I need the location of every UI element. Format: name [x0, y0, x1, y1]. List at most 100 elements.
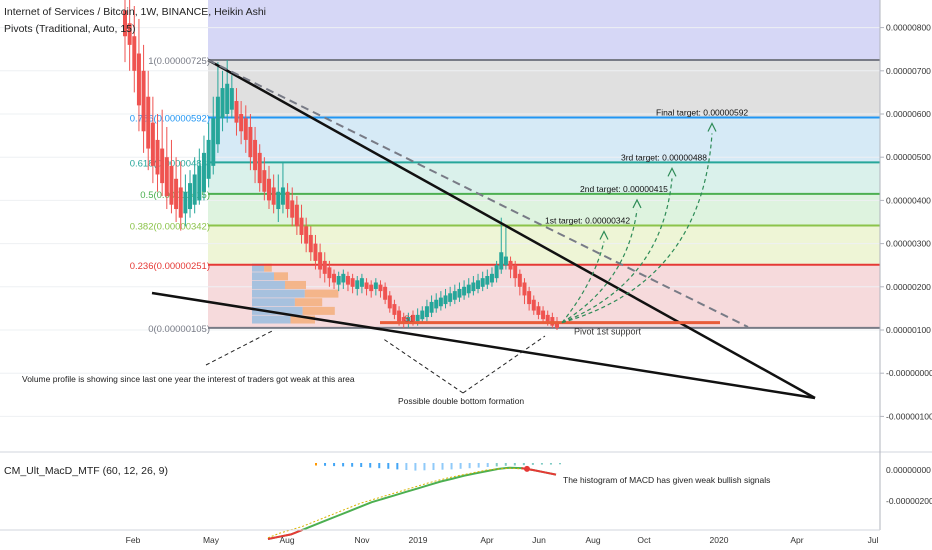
time-tick-label: 2019 [409, 535, 428, 545]
candle-body [239, 114, 244, 132]
chart-title: Internet of Services / Bitcoin, 1W, BINA… [4, 6, 267, 18]
candle-body [522, 282, 527, 296]
candle-body [234, 101, 239, 123]
fib-level-label: 1(0.00000725) [148, 56, 210, 67]
candle-body [341, 273, 346, 283]
candle-body [248, 126, 253, 158]
macd-histogram-bar [504, 463, 507, 466]
volume-bar [302, 306, 335, 315]
candle-body [411, 314, 415, 322]
volume-bar [252, 272, 274, 281]
fib-background [208, 0, 880, 328]
target-label: 2nd target: 0.00000415 [580, 184, 668, 194]
candle-body [517, 273, 522, 287]
candle-body [545, 314, 550, 322]
candle-body [462, 286, 467, 296]
candle-body [257, 152, 262, 184]
fib-level-label: 0.236(0.00000251) [130, 261, 210, 272]
macd-tick-label: -0.00000200 [886, 496, 932, 506]
fib-band [208, 225, 880, 265]
candle-body [304, 226, 309, 244]
time-tick-label: Apr [790, 535, 803, 545]
candle-body [359, 278, 364, 287]
signal-line [267, 467, 557, 539]
macd-histogram-bar [441, 463, 444, 470]
support-label: Pivot 1st support [574, 327, 642, 337]
candle-body [220, 88, 225, 119]
macd-histogram-bar [405, 463, 408, 470]
fib-level-label: 0.382(0.00000342) [130, 221, 210, 232]
candle-body [345, 276, 350, 285]
candle-body [201, 152, 206, 192]
candle-body [164, 157, 169, 197]
time-tick-label: 2020 [710, 535, 729, 545]
macd-histogram-bar [459, 463, 462, 469]
target-arc [561, 209, 638, 324]
candle-body [150, 122, 155, 166]
macd-histogram-bar [396, 463, 399, 470]
volume-bar [264, 263, 272, 272]
pivots-indicator-label[interactable]: Pivots (Traditional, Auto, 15) [4, 23, 136, 35]
candle-body [443, 295, 448, 305]
volume-bar [290, 315, 315, 324]
fib-level-label: 0.618(0.00000488) [130, 158, 210, 169]
candle-body [322, 260, 327, 274]
candle-body [136, 53, 141, 106]
candle-body [169, 165, 174, 205]
candle-body [503, 256, 508, 266]
candle-body [267, 178, 271, 201]
candle-body [452, 291, 457, 300]
candle-body [155, 139, 160, 175]
drawings: S1 Pivot 1st support 1st target: 0.0000034… [22, 58, 816, 485]
time-tick-label: Jul [868, 535, 879, 545]
fib-band [208, 0, 880, 60]
macd-histogram-bar [559, 463, 561, 465]
volume-bar [252, 263, 265, 272]
candle-body [485, 276, 490, 285]
candle-body [336, 276, 341, 285]
macd-histogram-bar [387, 463, 390, 469]
price-tick-label: 0.00000800 [886, 23, 931, 33]
candle-body [229, 88, 234, 110]
macd-note: The histogram of MACD has given weak bul… [563, 475, 770, 485]
time-tick-label: May [203, 535, 220, 545]
candle-body [313, 243, 318, 261]
candle-body [406, 317, 411, 324]
annotation-arrow [381, 335, 546, 394]
volume-bar [252, 280, 285, 289]
macd-line [267, 466, 557, 540]
candle-body [527, 291, 532, 305]
candles [123, 0, 559, 330]
time-tick-label: Apr [480, 535, 493, 545]
candle-body [397, 310, 402, 322]
candle-body [476, 280, 481, 289]
annotation-arrow [205, 329, 275, 366]
price-tick-label: 0.00000600 [886, 109, 931, 119]
macd-histogram-bar [324, 463, 327, 466]
candle-body [378, 284, 383, 292]
volume-bar [252, 315, 291, 324]
volume-bar [252, 298, 295, 307]
candle-body [123, 10, 127, 37]
candle-body [178, 187, 183, 218]
candle-body [318, 252, 323, 270]
price-tick-label: 0.00000300 [886, 239, 931, 249]
candle-body [174, 178, 179, 210]
candle-body [280, 187, 285, 205]
time-tick-label: Aug [279, 535, 294, 545]
volume-bar [252, 306, 303, 315]
candle-body [392, 304, 397, 315]
price-tick-label: 0.00000100 [886, 325, 931, 335]
candle-body [494, 265, 499, 279]
candle-body [285, 191, 290, 210]
target-label: Final target: 0.00000592 [656, 107, 748, 117]
candle-body [332, 273, 337, 283]
price-tick-label: 0.00000200 [886, 282, 931, 292]
macd-indicator-label[interactable]: CM_Ult_MacD_MTF (60, 12, 26, 9) [4, 465, 168, 477]
time-tick-label: Nov [354, 535, 370, 545]
volume-bar [285, 280, 306, 289]
candle-body [499, 252, 504, 270]
candle-body [327, 267, 332, 279]
macd-histogram-bar [531, 463, 534, 465]
